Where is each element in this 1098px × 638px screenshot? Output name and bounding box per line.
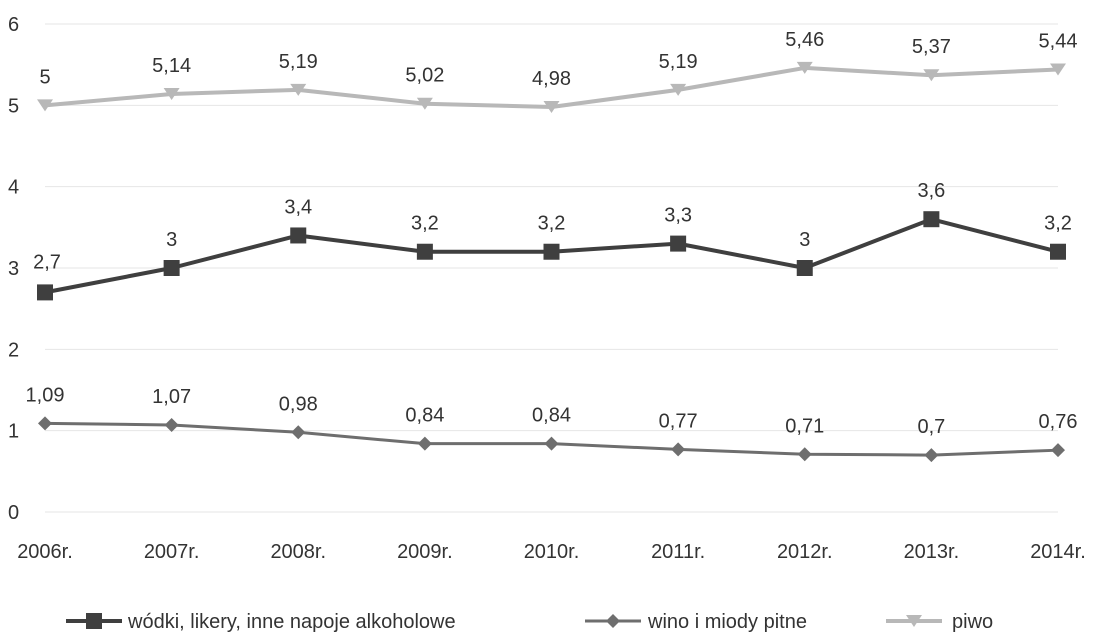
data-label: 5 <box>39 66 50 88</box>
x-tick-label: 2012r. <box>777 541 833 563</box>
legend-item: piwo <box>886 611 993 633</box>
data-point <box>544 436 559 451</box>
data-point <box>670 83 687 96</box>
data-point <box>1050 243 1066 260</box>
data-point <box>543 243 560 260</box>
data-label: 3,2 <box>411 213 439 235</box>
y-axis: 0 1 2 3 4 5 6 <box>8 14 19 524</box>
data-point <box>417 436 432 451</box>
data-point <box>37 99 53 112</box>
data-point <box>924 448 939 463</box>
data-point <box>37 284 53 301</box>
data-label: 3 <box>799 229 810 251</box>
x-tick-label: 2014r. <box>1030 541 1086 563</box>
y-tick-label: 2 <box>8 339 19 361</box>
data-label: 5,37 <box>912 36 951 58</box>
y-tick-label: 4 <box>8 177 19 199</box>
data-point <box>290 227 307 244</box>
data-label: 3,6 <box>917 180 945 202</box>
data-point <box>163 260 180 276</box>
data-label: 0,7 <box>917 416 945 438</box>
data-label: 5,19 <box>659 51 698 73</box>
data-point <box>163 87 180 100</box>
data-label: 5,46 <box>785 29 824 51</box>
data-label: 1,09 <box>26 384 65 406</box>
data-point <box>291 425 306 440</box>
data-label: 3,4 <box>284 196 312 218</box>
x-tick-label: 2007r. <box>144 541 200 563</box>
data-point <box>543 100 560 113</box>
legend-label: wino i miody pitne <box>647 611 807 633</box>
data-point <box>671 442 686 457</box>
data-label: 3,2 <box>538 213 566 235</box>
y-tick-label: 0 <box>8 502 19 524</box>
legend-label: wódki, likery, inne napoje alkoholowe <box>127 611 456 633</box>
data-point <box>796 260 813 276</box>
y-tick-label: 1 <box>8 421 19 443</box>
data-label: 0,84 <box>405 405 444 427</box>
x-tick-label: 2009r. <box>397 541 453 563</box>
x-axis: 2006r. 2007r. 2008r. 2009r. 2010r. 2011r. 2012… <box>17 541 1086 563</box>
legend: wódki, likery, inne napoje alkoholowe win… <box>66 611 993 633</box>
x-tick-label: 2010r. <box>524 541 580 563</box>
data-label: 2,7 <box>33 251 61 273</box>
data-label: 5,02 <box>405 65 444 87</box>
data-point <box>1051 443 1065 458</box>
data-label: 1,07 <box>152 386 191 408</box>
x-tick-label: 2013r. <box>904 541 960 563</box>
y-tick-label: 5 <box>8 95 19 117</box>
legend-marker <box>86 613 102 629</box>
data-label: 3 <box>166 229 177 251</box>
data-point <box>416 97 433 110</box>
data-point <box>1050 63 1066 76</box>
data-point <box>670 235 687 252</box>
data-label: 0,76 <box>1039 411 1078 433</box>
series-3: 5 5,14 5,19 5,02 4,98 5,19 5,46 5,37 5,44 <box>37 29 1077 113</box>
series-2: 1,09 1,07 0,98 0,84 0,84 0,77 0,71 0,7 0,76 <box>26 384 1078 463</box>
data-point <box>38 416 52 431</box>
data-label: 5,14 <box>152 55 191 77</box>
legend-label: piwo <box>952 611 993 633</box>
data-point <box>416 243 433 260</box>
y-tick-label: 3 <box>8 258 19 280</box>
data-label: 3,3 <box>664 205 692 227</box>
data-point <box>290 83 307 96</box>
data-label: 0,84 <box>532 405 571 427</box>
legend-item: wódki, likery, inne napoje alkoholowe <box>66 611 456 633</box>
x-tick-label: 2008r. <box>270 541 326 563</box>
data-point <box>923 211 940 228</box>
data-label: 3,2 <box>1044 213 1072 235</box>
x-tick-label: 2006r. <box>17 541 73 563</box>
series-layer: 2,7 3 3,4 3,2 3,2 3,3 3 3,6 3,2 1,09 1,07 0,98 0,84 0… <box>26 29 1078 463</box>
x-tick-label: 2011r. <box>651 541 705 563</box>
data-label: 5,19 <box>279 51 318 73</box>
data-label: 5,44 <box>1039 31 1078 53</box>
data-label: 4,98 <box>532 68 571 90</box>
data-point <box>797 447 812 462</box>
data-point <box>164 417 179 432</box>
legend-marker <box>906 615 922 627</box>
legend-marker <box>606 614 620 628</box>
data-label: 0,77 <box>659 410 698 432</box>
legend-item: wino i miody pitne <box>585 611 807 633</box>
series-1: 2,7 3 3,4 3,2 3,2 3,3 3 3,6 3,2 <box>33 180 1072 301</box>
data-point <box>923 69 940 82</box>
data-label: 0,71 <box>785 415 824 437</box>
y-tick-label: 6 <box>8 14 19 36</box>
data-label: 0,98 <box>279 393 318 415</box>
data-point <box>796 61 813 74</box>
